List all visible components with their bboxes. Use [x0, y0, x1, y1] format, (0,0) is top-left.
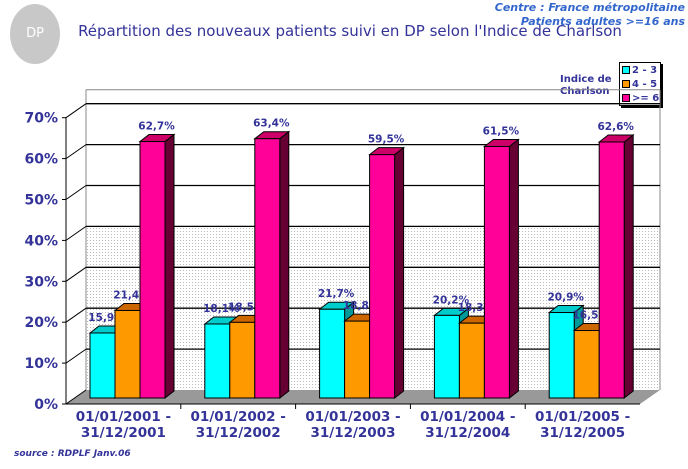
- bar: [548, 312, 575, 399]
- y-tick-label: 30%: [24, 274, 58, 290]
- data-label: 20,2%: [433, 294, 470, 306]
- subtitle-block: Centre : France métropolitaine Patients a…: [495, 1, 685, 29]
- population-label: Patients adultes >=16 ans: [520, 15, 685, 28]
- y-tick-label: 60%: [24, 152, 58, 168]
- x-tick-label: 01/01/2002 -: [191, 409, 286, 425]
- x-tick-label: 31/12/2003: [310, 425, 395, 441]
- legend: 2 - 3 4 - 5 >= 6: [619, 62, 661, 106]
- y-tick-label: 70%: [24, 111, 58, 127]
- legend-item: 4 - 5: [620, 77, 660, 91]
- data-label: 21,7%: [318, 288, 355, 300]
- bar: [114, 309, 141, 399]
- gridline-side: [65, 103, 87, 119]
- legend-swatch: [622, 66, 630, 74]
- legend-title: Indice de Charlson: [560, 74, 612, 97]
- data-label: 62,6%: [597, 121, 634, 133]
- gridline-side: [65, 348, 87, 364]
- y-tick-label: 0%: [34, 397, 58, 413]
- bar: [483, 145, 510, 399]
- bar: [254, 138, 281, 399]
- bar: [433, 314, 460, 399]
- bar: [229, 321, 256, 399]
- bar: [344, 320, 371, 399]
- y-tick-label: 20%: [24, 315, 58, 331]
- bar-side: [394, 146, 405, 400]
- bar-side: [623, 133, 634, 400]
- bar: [458, 322, 485, 399]
- data-label: 59,5%: [368, 134, 405, 146]
- x-tick-label: 01/01/2004 -: [420, 409, 515, 425]
- data-label: 62,7%: [138, 121, 175, 133]
- gridline-side: [65, 266, 87, 282]
- gridline-side: [65, 389, 87, 405]
- gridline-side: [65, 225, 87, 241]
- x-tick-label: 31/12/2002: [196, 425, 281, 441]
- gridline-side: [65, 144, 87, 160]
- bar: [204, 323, 231, 399]
- x-tick-label: 31/12/2005: [540, 425, 625, 441]
- legend-swatch: [622, 94, 630, 102]
- source-note: source : RDPLF Janv.06: [14, 449, 131, 459]
- legend-item: >= 6: [620, 91, 660, 105]
- bar: [89, 332, 116, 399]
- bar: [573, 330, 600, 399]
- legend-label: 2 - 3: [632, 64, 658, 76]
- data-label: 61,5%: [483, 125, 520, 137]
- data-label: 18,1%: [203, 303, 240, 315]
- bar: [139, 141, 166, 399]
- chart-title: Répartition des nouveaux patients suivi …: [78, 22, 622, 40]
- bar-side: [164, 133, 175, 400]
- legend-swatch: [622, 80, 630, 88]
- gridline-side: [65, 307, 87, 323]
- y-tick-label: 40%: [24, 233, 58, 249]
- registre-dp-logo: DP: [10, 4, 60, 64]
- y-tick-label: 10%: [24, 356, 58, 372]
- legend-label: 4 - 5: [632, 78, 658, 90]
- x-tick-label: 31/12/2001: [81, 425, 166, 441]
- bar-side: [279, 130, 290, 400]
- y-tick-label: 50%: [24, 193, 58, 209]
- gridline-side: [65, 185, 87, 200]
- x-tick-label: 01/01/2001 -: [76, 409, 171, 425]
- x-tick-label: 01/01/2003 -: [305, 409, 400, 425]
- bar: [319, 308, 346, 399]
- centre-label: Centre : France métropolitaine: [494, 1, 685, 14]
- data-label: 20,9%: [547, 292, 584, 304]
- data-label: 63,4%: [253, 118, 290, 130]
- bar: [369, 154, 396, 399]
- bar: [598, 141, 625, 399]
- legend-item: 2 - 3: [620, 63, 660, 77]
- x-tick-label: 31/12/2004: [425, 425, 510, 441]
- bar-side: [508, 138, 519, 400]
- x-tick-label: 01/01/2005 -: [535, 409, 630, 425]
- legend-label: >= 6: [632, 92, 660, 104]
